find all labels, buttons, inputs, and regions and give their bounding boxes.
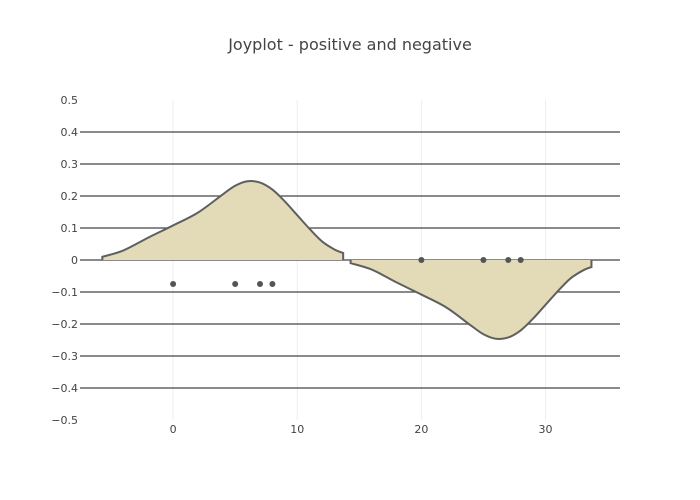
y-tick-label: 0.3 [61,158,79,171]
data-point [418,257,425,263]
y-tick-label: −0.2 [51,318,78,331]
chart-title: Joyplot - positive and negative [227,35,472,54]
y-tick-label: 0.4 [61,126,79,139]
y-tick-label: 0.2 [61,190,79,203]
density-curve-positive [101,180,345,260]
series-layer [101,180,593,340]
data-point [257,281,263,287]
density-area-negative [350,260,592,339]
x-tick-label: 10 [290,423,304,436]
y-tick-label: −0.3 [51,350,78,363]
data-point [269,281,276,287]
data-point [480,257,487,263]
y-tick-label: −0.1 [51,286,78,299]
y-tick-label: 0.5 [61,94,79,107]
y-tick-label: 0.1 [61,222,79,235]
y-tick-label: −0.5 [51,414,78,427]
data-point [170,281,177,287]
density-area-positive [102,181,344,260]
y-tick-label: 0 [71,254,78,267]
x-axis: 0 10 20 30 [170,423,553,436]
density-curve-negative [349,260,593,340]
x-tick-label: 0 [170,423,177,436]
x-tick-label: 30 [539,423,553,436]
data-point [517,257,524,263]
data-point [505,257,512,263]
x-tick-label: 20 [414,423,428,436]
data-point [232,281,239,287]
y-axis: 0.5 0.4 0.3 0.2 0.1 0 −0.1 −0.2 −0.3 −0.4 −0.5 [51,94,78,427]
y-tick-label: −0.4 [51,382,78,395]
